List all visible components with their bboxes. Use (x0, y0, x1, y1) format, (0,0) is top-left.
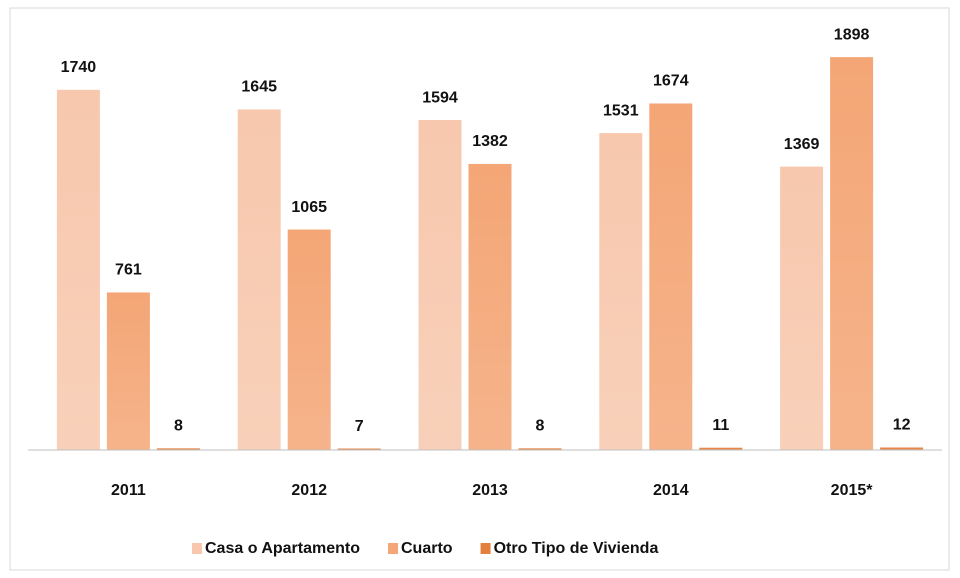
data-label: 1531 (603, 102, 639, 119)
bar (780, 166, 824, 450)
data-label: 1645 (241, 79, 277, 96)
bar (699, 447, 743, 450)
x-tick-label: 2011 (111, 482, 146, 499)
bar (418, 120, 462, 451)
x-tick-label: 2014 (653, 482, 689, 499)
legend-label: Otro Tipo de Vivienda (494, 540, 659, 557)
bar (156, 448, 200, 450)
data-label: 8 (536, 418, 545, 435)
data-label: 12 (893, 417, 911, 434)
bar (599, 133, 643, 450)
data-label: 11 (712, 417, 729, 434)
data-label: 8 (174, 418, 183, 435)
x-tick-label: 2012 (291, 482, 327, 499)
legend-swatch (388, 543, 398, 554)
bar (649, 103, 693, 451)
data-label: 1740 (61, 59, 97, 76)
data-label: 1674 (653, 73, 689, 90)
data-label: 1369 (784, 136, 820, 153)
legend-label: Cuarto (401, 540, 453, 557)
data-label: 1898 (834, 26, 870, 43)
data-label: 1594 (422, 89, 458, 106)
data-label: 761 (115, 262, 142, 279)
bar (518, 448, 562, 450)
data-label: 7 (355, 418, 364, 435)
bar (56, 89, 100, 450)
legend-label: Casa o Apartamento (205, 540, 360, 557)
bar (830, 57, 874, 450)
bar (106, 292, 150, 450)
bar (237, 109, 281, 451)
bar (468, 163, 512, 450)
x-tick-label: 2013 (472, 482, 508, 499)
bar (287, 229, 331, 450)
x-tick-label: 2015* (831, 482, 874, 499)
legend-swatch (192, 543, 202, 554)
data-label: 1382 (472, 133, 508, 150)
legend-swatch (480, 543, 491, 554)
bar (337, 448, 381, 451)
bar (880, 447, 924, 450)
data-label: 1065 (291, 199, 327, 216)
chart-frame (9, 7, 950, 571)
